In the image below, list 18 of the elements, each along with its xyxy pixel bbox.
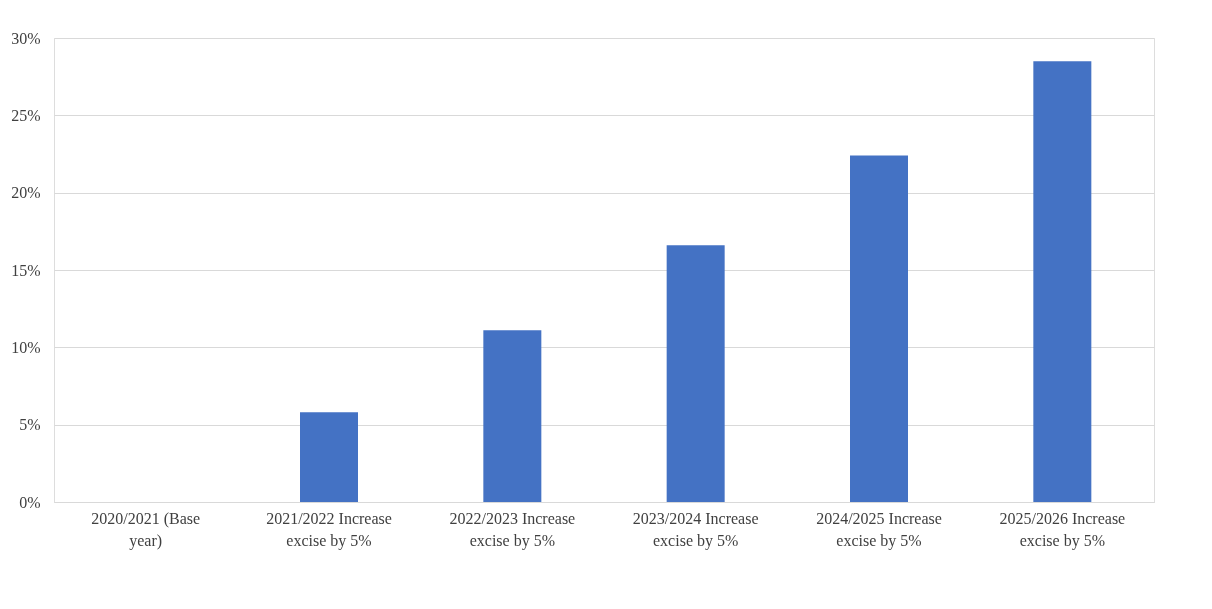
bar: [850, 155, 908, 502]
y-tick-label: 15%: [11, 261, 41, 279]
x-tick-label: 2023/2024 Increase excise by 5%: [632, 509, 759, 550]
bar: [1033, 61, 1092, 502]
x-tick-label: 2020/2021 (Base year): [91, 509, 201, 550]
bar: [666, 245, 725, 502]
y-tick-label: 25%: [11, 106, 41, 124]
y-tick-label: 5%: [19, 416, 41, 434]
y-tick-label: 30%: [11, 29, 41, 47]
x-tick-label: 2022/2023 Increase excise by 5%: [449, 509, 576, 550]
x-tick-label: 2021/2022 Increase excise by 5%: [266, 509, 392, 550]
bar: [483, 330, 542, 502]
y-tick-label: 0%: [19, 493, 41, 511]
x-tick-label: 2025/2026 Increase excise by 5%: [999, 509, 1126, 550]
y-tick-label: 20%: [11, 184, 41, 202]
bar: [300, 412, 358, 502]
y-tick-label: 10%: [11, 338, 41, 356]
x-tick-label: 2024/2025 Increase excise by 5%: [816, 509, 942, 550]
